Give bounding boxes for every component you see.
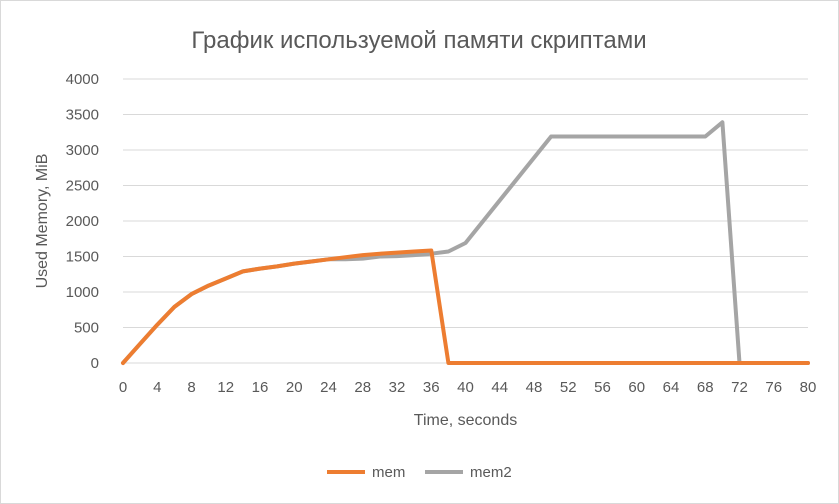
x-tick-label: 76 bbox=[765, 379, 782, 396]
x-tick-label: 32 bbox=[389, 379, 406, 396]
x-tick-label: 80 bbox=[800, 379, 817, 396]
x-tick-label: 48 bbox=[526, 379, 543, 396]
x-tick-label: 12 bbox=[217, 379, 234, 396]
y-axis-label: Used Memory, MiB bbox=[34, 154, 51, 289]
chart-title: График используемой памяти скриптами bbox=[191, 27, 646, 54]
y-tick-label: 4000 bbox=[66, 71, 99, 88]
y-tick-label: 3000 bbox=[66, 142, 99, 159]
x-tick-label: 60 bbox=[628, 379, 645, 396]
x-tick-label: 56 bbox=[594, 379, 611, 396]
x-tick-label: 36 bbox=[423, 379, 440, 396]
series-lines bbox=[121, 120, 810, 365]
y-axis: 0 500 1000 1500 2000 2500 3000 3500 4000 bbox=[66, 71, 99, 372]
legend-label-mem: mem bbox=[372, 464, 405, 481]
x-tick-label: 72 bbox=[731, 379, 748, 396]
legend-label-mem2: mem2 bbox=[470, 464, 512, 481]
series-line-mem bbox=[121, 248, 810, 365]
y-tick-label: 1500 bbox=[66, 249, 99, 266]
x-tick-label: 8 bbox=[187, 379, 195, 396]
x-tick-label: 64 bbox=[663, 379, 680, 396]
y-tick-label: 2500 bbox=[66, 178, 99, 195]
x-tick-labels: 0 4 8 12 16 20 24 28 32 36 40 44 48 52 56 60 64 68 72 76 80 bbox=[119, 379, 817, 396]
x-tick-label: 44 bbox=[491, 379, 508, 396]
x-tick-label: 20 bbox=[286, 379, 303, 396]
y-tick-label: 3500 bbox=[66, 107, 99, 124]
y-tick-label: 1000 bbox=[66, 284, 99, 301]
x-tick-label: 68 bbox=[697, 379, 714, 396]
y-tick-label: 0 bbox=[91, 355, 99, 372]
grid-lines bbox=[123, 78, 808, 328]
x-tick-label: 28 bbox=[354, 379, 371, 396]
x-tick-label: 24 bbox=[320, 379, 337, 396]
y-tick-label: 2000 bbox=[66, 213, 99, 230]
x-tick-label: 52 bbox=[560, 379, 577, 396]
x-tick-label: 16 bbox=[252, 379, 269, 396]
x-tick-label: 4 bbox=[153, 379, 161, 396]
legend: mem mem2 bbox=[327, 464, 512, 481]
x-tick-label: 0 bbox=[119, 379, 127, 396]
y-tick-label: 500 bbox=[74, 320, 99, 337]
x-axis-label: Time, seconds bbox=[414, 412, 517, 429]
x-tick-label: 40 bbox=[457, 379, 474, 396]
series-line-mem2 bbox=[121, 120, 810, 365]
